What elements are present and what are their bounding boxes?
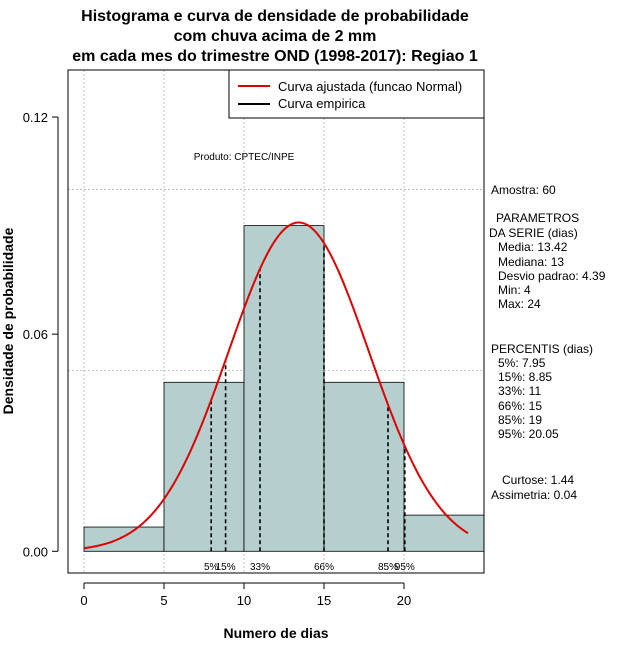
y-tick-label-0: 0.00: [23, 544, 48, 559]
param-min: Min: 4: [498, 283, 531, 297]
histogram-bar-4: [403, 514, 485, 552]
y-tick-label-1: 0.06: [23, 327, 48, 342]
x-tick-label-3: 15: [317, 593, 331, 608]
percentil-33: 33%: 11: [498, 384, 541, 398]
histogram-bar-0: [83, 526, 165, 552]
chart-title-line-1: Histograma e curva de densidade de proba…: [81, 8, 469, 25]
sample-size: Amostra: 60: [491, 183, 556, 197]
x-axis-title: Numero de dias: [223, 625, 328, 641]
x-tick-label-1: 5: [160, 593, 167, 608]
percentile-label-4: 85%: [378, 562, 398, 573]
bars-layer: [83, 225, 485, 552]
percentil-5: 5%: 7.95: [498, 356, 546, 370]
x-tick-label-4: 20: [397, 593, 411, 608]
curve-layer: [83, 221, 469, 550]
legend-label-normal: Curva ajustada (funcao Normal): [278, 79, 462, 94]
percentile-label-1: 15%: [216, 562, 236, 573]
product-label: Produto: CPTEC/INPE: [194, 152, 295, 163]
normal-curve: [83, 221, 469, 550]
legend: Curva ajustada (funcao Normal) Curva emp…: [228, 69, 485, 119]
percentil-85: 85%: 19: [498, 413, 542, 427]
legend-label-empirica: Curva empirica: [278, 96, 366, 111]
curtose: Curtose: 1.44: [502, 473, 574, 487]
params-title-2: DA SERIE (dias): [489, 226, 578, 240]
legend-box: [228, 69, 485, 119]
histogram-bar-2: [243, 225, 325, 552]
y-tick-label-2: 0.12: [23, 110, 48, 125]
y-axis-title: Densidade de probabilidade: [0, 227, 16, 414]
assimetria: Assimetria: 0.04: [491, 488, 577, 502]
percentile-label-0: 5%: [204, 562, 219, 573]
param-max: Max: 24: [498, 297, 541, 311]
param-mediana: Mediana: 13: [498, 255, 564, 269]
side-panel: Amostra: 60 PARAMETROS DA SERIE (dias) M…: [489, 183, 606, 502]
percentil-15: 15%: 8.85: [498, 370, 552, 384]
chart-title-line-2: com chuva acima de 2 mm: [174, 28, 377, 45]
param-desvio: Desvio padrao: 4.39: [498, 269, 606, 283]
params-title-1: PARAMETROS: [496, 211, 579, 225]
percentile-layer: 5%15% 33% 66% 85%95%: [204, 243, 415, 573]
chart-title-line-3: em cada mes do trimestre OND (1998-2017)…: [72, 48, 478, 65]
y-axis: 0.00 0.06 0.12: [23, 110, 59, 559]
x-axis: 0 5 10 15 20: [80, 582, 411, 608]
percentile-label-2: 33%: [250, 562, 270, 573]
param-media: Media: 13.42: [498, 240, 568, 254]
percentil-66: 66%: 15: [498, 399, 542, 413]
percentile-label-5: 95%: [395, 562, 415, 573]
x-tick-label-0: 0: [80, 593, 87, 608]
percentil-95: 95%: 20.05: [498, 427, 559, 441]
histogram-bar-3: [323, 381, 405, 552]
percentile-label-3: 66%: [314, 562, 334, 573]
histogram-bar-1: [163, 381, 245, 552]
percentis-title: PERCENTIS (dias): [491, 342, 593, 356]
x-tick-label-2: 10: [237, 593, 251, 608]
